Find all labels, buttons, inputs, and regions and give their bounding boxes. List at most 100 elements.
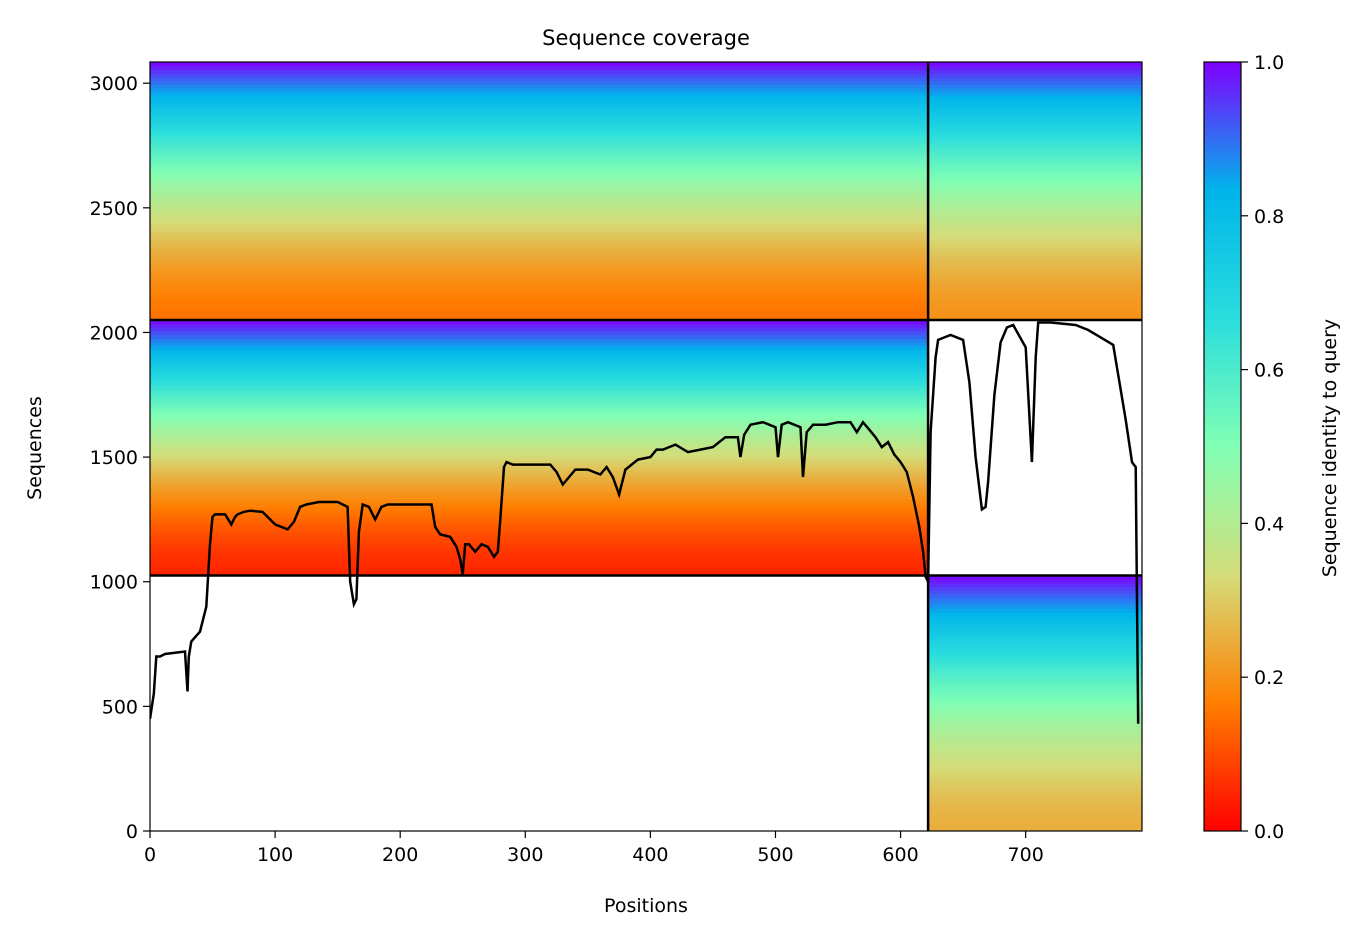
msa-band xyxy=(928,205,1142,211)
msa-band xyxy=(150,172,929,177)
msa-band xyxy=(150,235,929,240)
colorbar-tick-label: 0.4 xyxy=(1254,513,1284,535)
msa-band xyxy=(150,535,929,540)
colorbar-tick-label: 0.8 xyxy=(1254,206,1284,228)
msa-band xyxy=(150,513,929,518)
msa-band xyxy=(928,150,1142,155)
msa-band xyxy=(928,801,1142,807)
msa-band xyxy=(928,246,1142,251)
msa-band xyxy=(928,779,1142,785)
msa-band xyxy=(928,242,1142,247)
msa-band xyxy=(150,319,929,325)
msa-band xyxy=(150,363,929,369)
msa-band xyxy=(928,757,1142,763)
msa-band xyxy=(150,87,929,93)
msa-band xyxy=(928,622,1142,628)
msa-band xyxy=(150,506,929,511)
msa-band xyxy=(928,743,1142,748)
msa-band xyxy=(150,520,929,525)
msa-band xyxy=(928,827,1142,831)
msa-band xyxy=(928,816,1142,821)
msa-band xyxy=(928,135,1142,140)
msa-band xyxy=(928,190,1142,196)
msa-band xyxy=(150,91,929,96)
msa-band xyxy=(928,619,1142,624)
msa-band xyxy=(928,652,1142,657)
msa-band xyxy=(150,338,929,343)
msa-band xyxy=(928,688,1142,693)
msa-band xyxy=(150,190,929,196)
msa-band xyxy=(150,425,929,431)
msa-block-4 xyxy=(928,575,1142,831)
msa-band xyxy=(150,253,929,258)
msa-band xyxy=(928,91,1142,96)
msa-band xyxy=(928,98,1142,104)
msa-band xyxy=(150,216,929,222)
x-tick-label: 300 xyxy=(507,844,543,866)
msa-band xyxy=(928,128,1142,133)
msa-band xyxy=(150,286,929,292)
msa-band xyxy=(150,246,929,251)
msa-band xyxy=(150,109,929,115)
msa-band xyxy=(150,378,929,383)
msa-band xyxy=(150,165,929,170)
msa-band xyxy=(928,765,1142,770)
msa-band xyxy=(928,238,1142,244)
x-tick-label: 500 xyxy=(757,844,793,866)
msa-band xyxy=(928,187,1142,192)
msa-band xyxy=(150,396,929,401)
msa-band xyxy=(928,102,1142,107)
msa-band xyxy=(928,805,1142,810)
y-tick-label: 0 xyxy=(126,821,138,843)
msa-band xyxy=(928,231,1142,236)
msa-band xyxy=(150,528,929,533)
colorbar-gradient xyxy=(1204,62,1241,831)
msa-band xyxy=(928,659,1142,664)
msa-band xyxy=(150,498,929,504)
msa-band xyxy=(928,183,1142,188)
msa-band xyxy=(928,194,1142,199)
msa-band xyxy=(150,542,929,547)
msa-band xyxy=(150,249,929,255)
msa-band xyxy=(150,209,929,214)
msa-blocks xyxy=(150,62,1142,831)
msa-band xyxy=(150,549,929,555)
msa-band xyxy=(928,261,1142,266)
msa-band xyxy=(150,146,929,152)
msa-band xyxy=(150,102,929,107)
colorbar-label: Sequence identity to query xyxy=(1319,319,1341,577)
msa-band xyxy=(928,699,1142,704)
msa-band xyxy=(928,644,1142,650)
msa-band xyxy=(150,352,929,358)
msa-band xyxy=(928,84,1142,89)
msa-band xyxy=(928,117,1142,122)
y-tick-label: 2000 xyxy=(90,322,138,344)
msa-band xyxy=(928,736,1142,741)
msa-band xyxy=(150,546,929,551)
msa-band xyxy=(928,157,1142,163)
msa-band xyxy=(150,407,929,412)
colorbar-ticks: 0.0 0.2 0.4 0.6 0.8 1.0 xyxy=(1241,52,1284,843)
msa-band xyxy=(928,113,1142,118)
msa-band xyxy=(928,275,1142,281)
msa-band xyxy=(150,143,929,148)
msa-band xyxy=(928,692,1142,697)
msa-band xyxy=(928,249,1142,255)
msa-band xyxy=(928,648,1142,653)
msa-band xyxy=(150,227,929,233)
y-axis: 0 500 1000 1500 2000 2500 3000 xyxy=(90,73,150,843)
msa-band xyxy=(928,95,1142,100)
msa-band xyxy=(150,436,929,442)
msa-band xyxy=(928,681,1142,686)
msa-band xyxy=(150,447,929,452)
msa-band xyxy=(928,65,1142,70)
msa-band xyxy=(150,301,929,306)
msa-band xyxy=(928,823,1142,828)
plot-frame xyxy=(149,61,1143,832)
msa-band xyxy=(928,772,1142,777)
x-axis-label: Positions xyxy=(604,895,688,917)
msa-band xyxy=(150,316,929,321)
msa-band xyxy=(928,297,1142,303)
msa-band xyxy=(150,334,929,339)
